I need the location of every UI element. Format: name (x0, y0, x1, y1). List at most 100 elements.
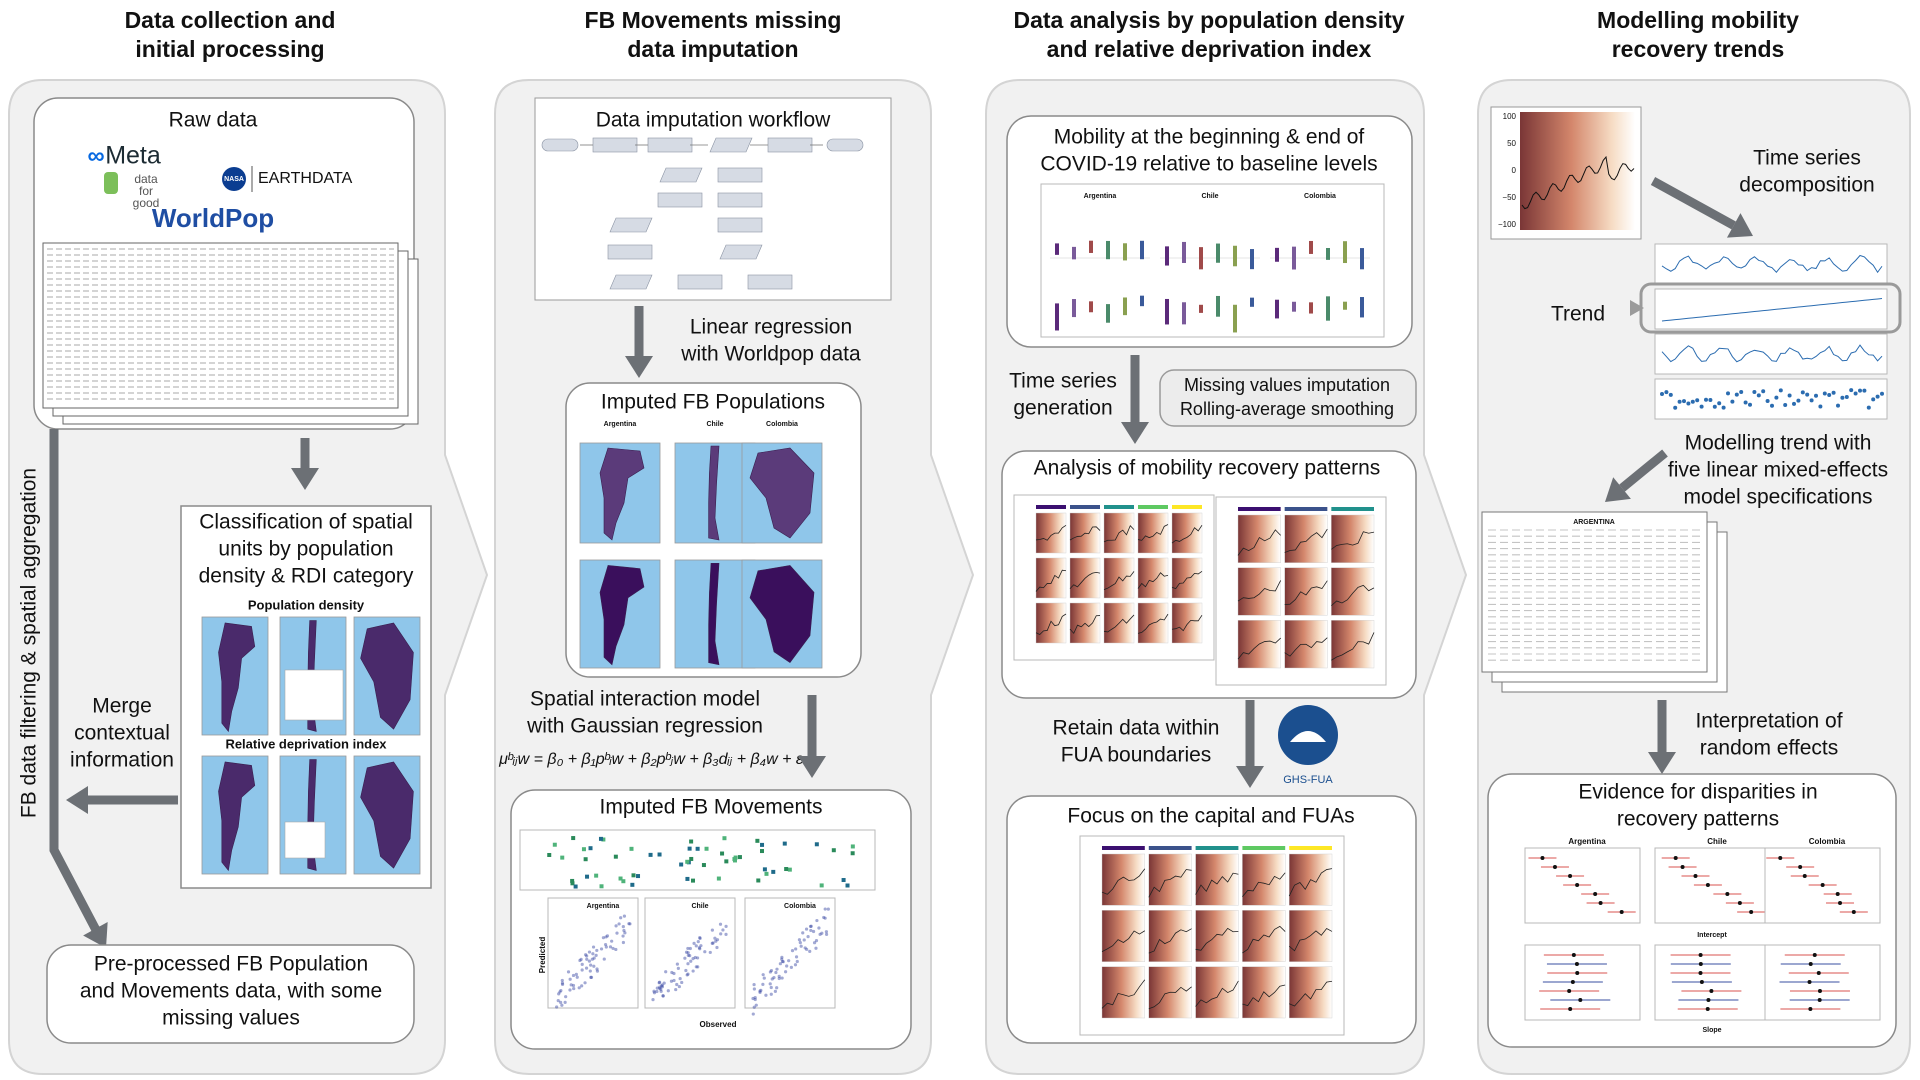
mobility-bar (1250, 249, 1254, 270)
heat-dot (594, 873, 599, 878)
scatter-point (815, 918, 819, 923)
heat-line (1284, 528, 1328, 553)
heat-dot (771, 869, 776, 874)
scatter-point (794, 947, 798, 951)
arrow-head (1121, 422, 1149, 444)
residual-point (1677, 399, 1682, 404)
mobility-bar (1292, 246, 1296, 270)
arrow-head (1605, 477, 1631, 502)
scatter-point (669, 979, 674, 983)
scatter-point (658, 980, 662, 984)
scatter-point (698, 936, 702, 941)
scatter-point (675, 962, 679, 966)
heat-strip (1138, 505, 1168, 509)
heat-dot (737, 855, 742, 860)
scatter-point (769, 968, 774, 973)
logo-text: data (134, 172, 158, 186)
flow-label: contextual (74, 722, 170, 745)
residual-point (1756, 393, 1761, 398)
heat-line (1242, 925, 1286, 954)
box-title: Missing values imputation (1184, 375, 1390, 395)
forest-point (1820, 883, 1825, 887)
heat-line (1148, 869, 1192, 898)
flow-label: random effects (1700, 737, 1839, 760)
residual-point (1787, 393, 1792, 398)
heat-line (1103, 524, 1135, 543)
residual-point (1660, 391, 1664, 396)
decomposition-panel (1654, 378, 1888, 420)
scatter-point (751, 1012, 755, 1016)
flow-label: information (70, 749, 174, 772)
scatter-point (595, 967, 599, 971)
heat-dot (560, 855, 565, 860)
heat-strip (1036, 505, 1066, 509)
heat-strip (1070, 505, 1100, 509)
residual-point (1726, 391, 1730, 396)
forest-point (1571, 953, 1576, 957)
mobility-bar (1233, 245, 1237, 267)
flow-label: Modelling trend with (1685, 432, 1872, 455)
logo-mark (104, 172, 118, 194)
workflow-node (747, 274, 793, 290)
scatter-point (605, 934, 610, 938)
flow-label: decomposition (1739, 174, 1874, 197)
smoothing-box (1159, 369, 1417, 427)
workflow-node (826, 138, 864, 152)
axis-label: Slope (1702, 1027, 1721, 1034)
mobility-bar (1292, 301, 1296, 312)
scatter-point (769, 985, 773, 990)
scatter-point (691, 969, 695, 973)
time-series-line (1521, 155, 1635, 210)
heat-line (1289, 980, 1333, 1007)
box-title: Rolling-average smoothing (1180, 399, 1394, 419)
scatter-point (579, 957, 583, 961)
mobility-bar (1055, 243, 1059, 255)
scatter-point (684, 950, 689, 954)
residual-point (1734, 392, 1739, 397)
box-title: Pre-processed FB Population (94, 953, 368, 976)
scatter-point (718, 922, 723, 926)
axis-label: Observed (700, 1020, 737, 1029)
workflow-box (534, 97, 892, 301)
forest-point (1817, 998, 1822, 1002)
mobility-bar (1360, 297, 1364, 318)
flow-label: Interpretation of (1695, 710, 1842, 733)
heat-cell (1171, 602, 1203, 644)
heat-dot (689, 839, 694, 844)
flow-label: with Gaussian regression (526, 715, 763, 738)
scatter-point (614, 924, 618, 928)
workflow-node (657, 192, 703, 208)
heat-dot (601, 837, 606, 842)
forest-point (1568, 874, 1573, 878)
residual-point (1668, 392, 1673, 397)
workflow-node (607, 244, 653, 260)
scatter-point (713, 936, 717, 940)
scatter-point (574, 972, 578, 976)
map-legend (284, 821, 326, 859)
mobility-bar (1106, 240, 1110, 260)
country-label: Argentina (1568, 837, 1606, 846)
heat-dot (571, 836, 576, 841)
heat-dot (630, 882, 635, 887)
mobility-bar (1250, 297, 1254, 307)
decomposition-panel (1654, 243, 1888, 285)
residual-point (1704, 397, 1708, 402)
scatter-point (622, 914, 627, 918)
forest-point (1552, 865, 1557, 869)
heat-cell (1035, 602, 1067, 644)
logo-symbol: ∞ (87, 142, 104, 169)
scatter-point (686, 962, 690, 966)
residual-point (1770, 403, 1774, 408)
scatter-background (519, 829, 876, 891)
scatter-point (808, 924, 813, 929)
scatter-point (660, 983, 664, 987)
scatter-point (698, 947, 702, 951)
heat-dot (724, 859, 729, 864)
scatter-point (753, 995, 757, 1000)
heat-cell (1331, 620, 1375, 669)
scatter-point (693, 955, 697, 960)
scatter-point (787, 959, 791, 963)
scatter-point (826, 907, 830, 911)
heat-dot (755, 838, 760, 843)
